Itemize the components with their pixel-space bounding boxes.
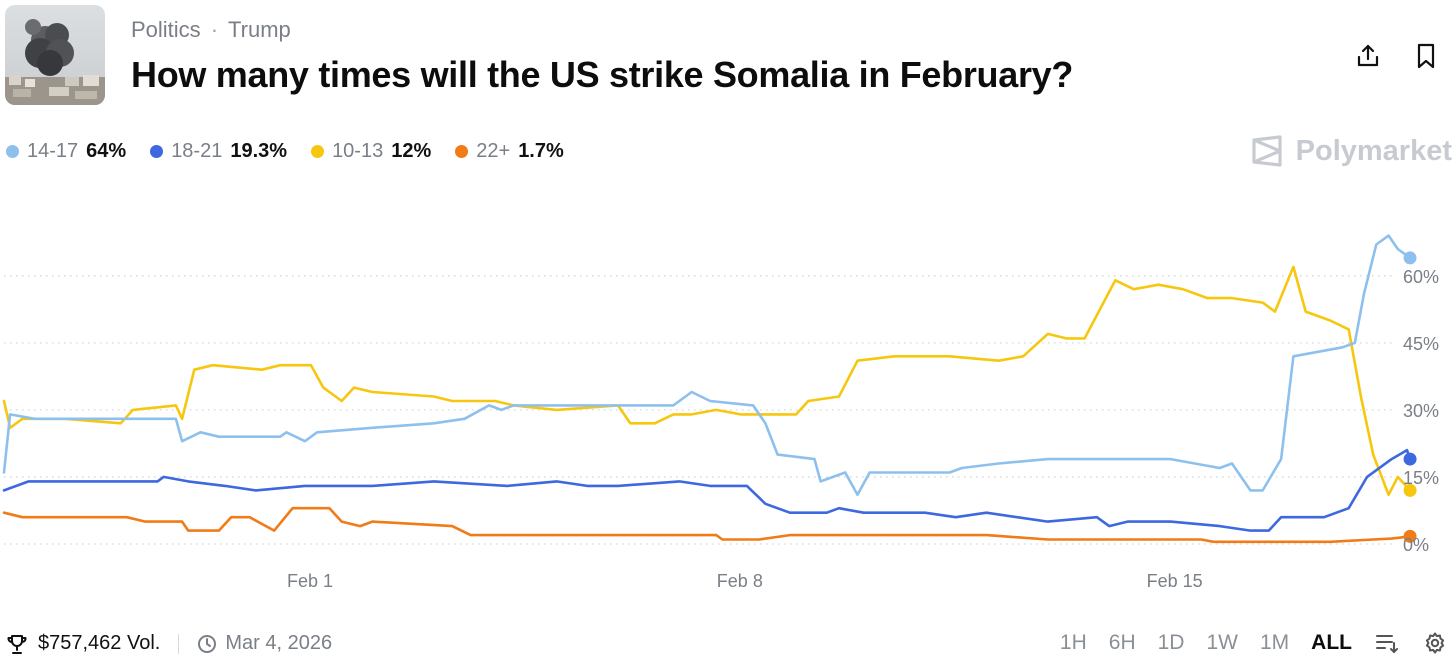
legend-name: 18-21 [171, 140, 223, 162]
range-1w[interactable]: 1W [1206, 631, 1238, 654]
footer-bar: $757,462 Vol. Mar 4, 2026 1H 6H 1D 1W 1M… [0, 628, 1456, 662]
share-button[interactable] [1352, 38, 1384, 74]
legend-item-22-plus[interactable]: 22+ 1.7% [455, 140, 564, 163]
chart-legend: 14-17 64% 18-21 19.3% 10-13 12% 22+ 1.7% [6, 140, 564, 163]
y-tick-label: 15% [1403, 468, 1439, 488]
y-tick-label: 30% [1403, 401, 1439, 421]
end-date-text: Mar 4, 2026 [225, 632, 333, 654]
range-1m[interactable]: 1M [1259, 631, 1290, 654]
polymarket-logo-icon [1252, 135, 1282, 167]
y-tick-label: 60% [1403, 267, 1439, 287]
breadcrumb-separator: · [210, 17, 219, 42]
legend-dot [150, 145, 164, 158]
series-line-10-13 [2, 265, 1412, 497]
watermark-text: Polymarket [1295, 134, 1452, 167]
y-tick-label: 0% [1403, 535, 1429, 555]
breadcrumb-trump[interactable]: Trump [228, 17, 291, 42]
gear-icon [1425, 632, 1445, 654]
x-tick-label: Feb 1 [287, 571, 333, 591]
end-date: Mar 4, 2026 [197, 632, 332, 655]
legend-name: 14-17 [27, 140, 79, 162]
legend-name: 22+ [476, 140, 511, 162]
legend-value: 64% [86, 140, 127, 162]
series-end-marker-18-21[interactable] [1403, 452, 1417, 466]
range-1h[interactable]: 1H [1059, 631, 1087, 654]
breadcrumb: Politics · Trump [131, 17, 291, 43]
page-title: How many times will the US strike Somali… [131, 54, 1074, 95]
series-line-22+ [2, 506, 1412, 544]
series-line-14-17 [2, 234, 1412, 497]
probability-chart: 0% 15% 30% 45% 60% Feb 1 Feb 8 Feb 15 [2, 234, 1439, 591]
legend-item-14-17[interactable]: 14-17 64% [6, 140, 126, 163]
x-tick-label: Feb 8 [717, 571, 763, 591]
clock-icon [198, 634, 217, 653]
series-line-18-21 [2, 448, 1412, 532]
legend-dot [311, 145, 325, 158]
chart-settings-button[interactable] [1422, 630, 1448, 656]
legend-dot [6, 145, 19, 158]
y-tick-label: 45% [1403, 334, 1439, 354]
breadcrumb-politics[interactable]: Politics [131, 17, 201, 42]
top-actions [1352, 38, 1442, 74]
legend-item-18-21[interactable]: 18-21 19.3% [150, 140, 287, 163]
legend-name: 10-13 [332, 140, 384, 162]
legend-value: 1.7% [518, 140, 564, 162]
range-selector: 1H 6H 1D 1W 1M ALL [1060, 630, 1448, 656]
share-icon [1357, 44, 1379, 67]
range-6h[interactable]: 6H [1108, 631, 1136, 654]
legend-value: 19.3% [230, 140, 288, 162]
series-end-marker-22+[interactable] [1403, 529, 1417, 543]
legend-dot [455, 145, 469, 158]
footer-divider [178, 633, 180, 654]
bookmark-icon [1417, 43, 1435, 69]
chart-filter-button[interactable] [1374, 630, 1400, 656]
legend-item-10-13[interactable]: 10-13 12% [311, 140, 431, 163]
trophy-icon [7, 634, 27, 654]
market-thumbnail [5, 5, 105, 105]
range-all[interactable]: ALL [1311, 631, 1352, 654]
legend-value: 12% [391, 140, 432, 162]
volume-text: $757,462 Vol. [38, 632, 161, 654]
series-end-marker-10-13[interactable] [1403, 483, 1417, 497]
sort-lines-icon [1376, 635, 1398, 654]
range-1d[interactable]: 1D [1157, 631, 1185, 654]
bookmark-button[interactable] [1410, 38, 1442, 74]
series-end-marker-14-17[interactable] [1403, 251, 1417, 265]
x-tick-label: Feb 15 [1147, 571, 1203, 591]
polymarket-watermark: Polymarket [1250, 134, 1452, 168]
